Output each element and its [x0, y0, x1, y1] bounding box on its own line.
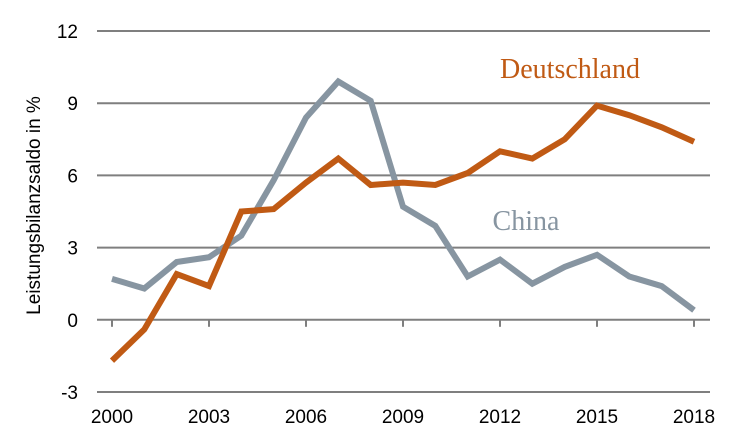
series-lines	[109, 77, 696, 363]
x-tick-label: 2000	[91, 407, 133, 428]
y-axis-label: Leistungsbilanzsaldo in %	[24, 96, 45, 315]
series-label-china: China	[493, 206, 560, 237]
y-tick-label: -3	[61, 383, 78, 404]
series-line-deutschland	[109, 102, 696, 363]
y-axis-ticks: 12 9 6 3 0 -3	[57, 22, 78, 404]
y-tick-label: 12	[57, 22, 78, 43]
series-label-deutschland: Deutschland	[500, 54, 640, 85]
y-tick-label: 0	[67, 311, 78, 332]
x-tick-label: 2012	[479, 407, 521, 428]
x-tick-label: 2006	[285, 407, 327, 428]
x-tick-label: 2009	[382, 407, 424, 428]
y-tick-label: 6	[67, 166, 78, 187]
x-tick-label: 2018	[673, 407, 715, 428]
grid-lines	[97, 30, 710, 393]
y-tick-label: 9	[67, 94, 78, 115]
series-line-china	[111, 77, 696, 313]
x-axis: 2000 2003 2006 2009 2012 2015 2018	[91, 318, 715, 428]
x-tick-label: 2003	[188, 407, 230, 428]
x-tick-label: 2015	[576, 407, 618, 428]
y-tick-label: 3	[67, 239, 78, 260]
